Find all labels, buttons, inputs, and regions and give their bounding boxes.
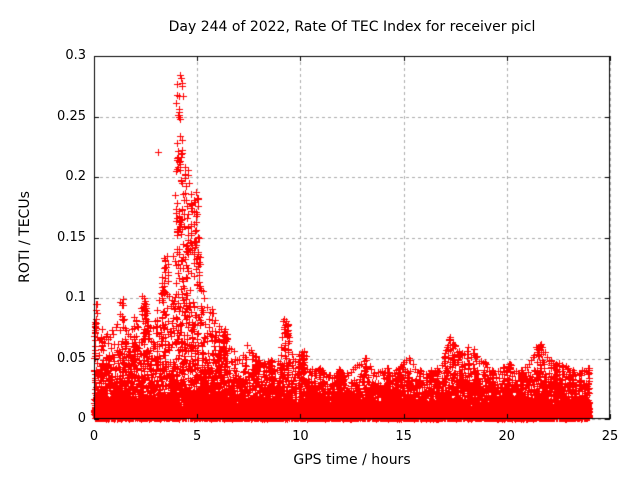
y-tick-label: 0.3 <box>65 48 86 63</box>
y-tick-label: 0 <box>77 411 86 426</box>
x-tick-label: 0 <box>89 429 99 444</box>
x-tick-label: 25 <box>601 429 619 444</box>
x-tick-label: 10 <box>292 429 309 444</box>
y-tick-label: 0.1 <box>65 290 86 305</box>
y-tick-label: 0.25 <box>57 108 86 124</box>
x-tick-label: 5 <box>193 429 202 444</box>
y-tick-label: 0.15 <box>57 229 86 245</box>
chart-title: Day 244 of 2022, Rate Of TEC Index for r… <box>168 19 536 35</box>
x-axis-label: GPS time / hours <box>293 452 411 468</box>
y-tick-label: 0.05 <box>57 350 86 366</box>
y-tick-label: 0.2 <box>65 169 86 184</box>
x-tick-label: 15 <box>395 429 412 444</box>
x-tick-label: 20 <box>498 429 516 444</box>
